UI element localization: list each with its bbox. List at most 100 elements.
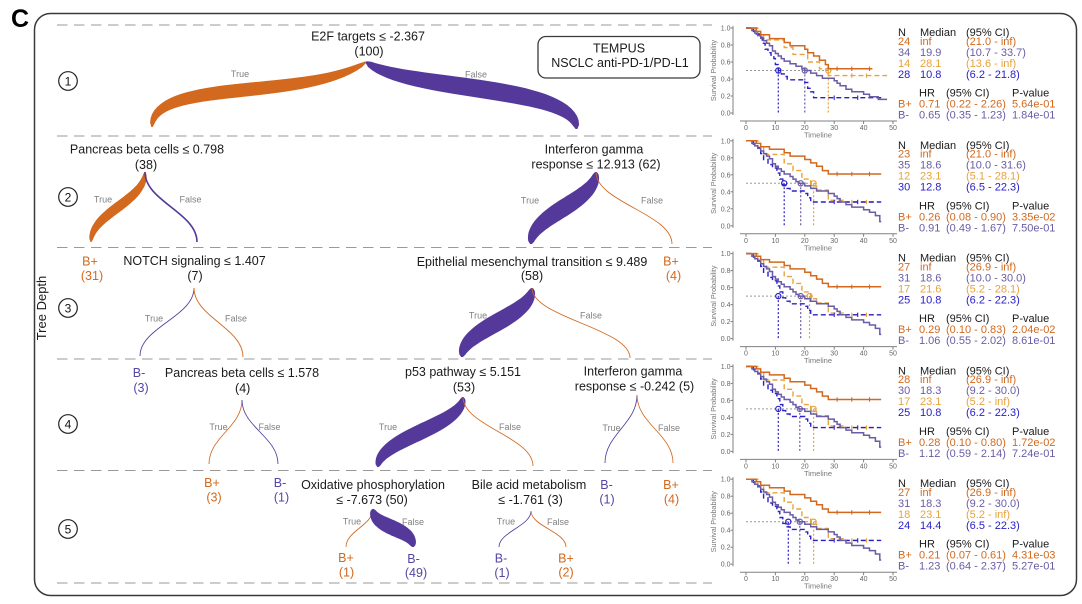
svg-text:0.26: 0.26 bbox=[919, 211, 940, 223]
svg-text:1.0: 1.0 bbox=[721, 251, 731, 258]
svg-text:(0.59 - 2.14): (0.59 - 2.14) bbox=[946, 448, 1006, 460]
svg-text:P-value: P-value bbox=[1012, 539, 1049, 551]
svg-text:B-: B- bbox=[133, 366, 146, 380]
svg-text:False: False bbox=[258, 422, 280, 432]
svg-text:10.8: 10.8 bbox=[920, 294, 941, 306]
svg-text:30: 30 bbox=[830, 463, 838, 470]
svg-text:0.28: 0.28 bbox=[919, 437, 940, 449]
svg-text:0.6: 0.6 bbox=[721, 172, 731, 179]
svg-text:1.0: 1.0 bbox=[721, 477, 731, 484]
svg-text:(95% CI): (95% CI) bbox=[946, 426, 989, 438]
svg-text:Timeline: Timeline bbox=[804, 469, 832, 478]
svg-text:response ≤ 12.913 (62): response ≤ 12.913 (62) bbox=[531, 158, 660, 172]
svg-text:7.24e-01: 7.24e-01 bbox=[1012, 448, 1055, 460]
svg-text:(21.0 - inf): (21.0 - inf) bbox=[966, 36, 1016, 48]
svg-text:Median: Median bbox=[920, 365, 956, 377]
svg-text:(95% CI): (95% CI) bbox=[966, 365, 1009, 377]
svg-text:0.4: 0.4 bbox=[721, 302, 731, 309]
svg-text:12: 12 bbox=[898, 171, 910, 183]
svg-text:P-value: P-value bbox=[1012, 426, 1049, 438]
svg-text:(0.07 - 0.61): (0.07 - 0.61) bbox=[946, 550, 1006, 562]
svg-text:0.4: 0.4 bbox=[721, 189, 731, 196]
svg-text:inf: inf bbox=[920, 487, 933, 499]
svg-text:HR: HR bbox=[919, 426, 935, 438]
svg-text:8.61e-01: 8.61e-01 bbox=[1012, 335, 1055, 347]
svg-text:True: True bbox=[145, 314, 163, 324]
svg-text:HR: HR bbox=[919, 88, 935, 100]
svg-text:(0.49 - 1.67): (0.49 - 1.67) bbox=[946, 222, 1006, 234]
svg-text:B-: B- bbox=[407, 552, 420, 566]
svg-text:(0.10 - 0.80): (0.10 - 0.80) bbox=[946, 437, 1006, 449]
svg-text:True: True bbox=[602, 423, 620, 433]
svg-text:False: False bbox=[465, 70, 487, 80]
svg-text:18.6: 18.6 bbox=[920, 272, 941, 284]
svg-text:N: N bbox=[898, 27, 906, 39]
svg-text:Median: Median bbox=[920, 478, 956, 490]
svg-text:1.84e-01: 1.84e-01 bbox=[1012, 110, 1055, 122]
svg-text:10: 10 bbox=[772, 125, 780, 132]
svg-text:(49): (49) bbox=[405, 566, 427, 580]
svg-text:B+: B+ bbox=[898, 99, 912, 111]
svg-text:0.2: 0.2 bbox=[721, 94, 731, 101]
svg-text:0.21: 0.21 bbox=[919, 550, 940, 562]
svg-text:C: C bbox=[11, 5, 29, 33]
svg-text:20: 20 bbox=[801, 125, 809, 132]
svg-text:4: 4 bbox=[65, 417, 72, 431]
svg-text:21.6: 21.6 bbox=[920, 283, 941, 295]
svg-text:30: 30 bbox=[830, 351, 838, 358]
svg-text:18: 18 bbox=[898, 509, 910, 521]
svg-text:B-: B- bbox=[898, 222, 909, 234]
svg-text:3: 3 bbox=[65, 301, 72, 315]
svg-text:True: True bbox=[469, 311, 487, 321]
svg-text:N: N bbox=[898, 253, 906, 265]
svg-text:N: N bbox=[898, 365, 906, 377]
svg-text:(95% CI): (95% CI) bbox=[946, 539, 989, 551]
svg-text:≤ -7.673 (50): ≤ -7.673 (50) bbox=[336, 493, 407, 507]
svg-text:B-: B- bbox=[898, 110, 909, 122]
svg-text:10: 10 bbox=[772, 576, 780, 583]
svg-text:(0.10 - 0.83): (0.10 - 0.83) bbox=[946, 324, 1006, 336]
svg-text:True: True bbox=[521, 196, 539, 206]
svg-text:(21.0 - inf): (21.0 - inf) bbox=[966, 149, 1016, 161]
svg-text:27: 27 bbox=[898, 487, 910, 499]
svg-text:B-: B- bbox=[495, 552, 508, 566]
svg-text:0.4: 0.4 bbox=[721, 77, 731, 84]
svg-text:Pancreas beta cells ≤ 1.578: Pancreas beta cells ≤ 1.578 bbox=[165, 366, 319, 380]
svg-text:20: 20 bbox=[801, 463, 809, 470]
svg-text:30: 30 bbox=[830, 238, 838, 245]
svg-text:(0.64 - 2.37): (0.64 - 2.37) bbox=[946, 561, 1006, 573]
svg-text:34: 34 bbox=[898, 47, 910, 59]
svg-text:(1): (1) bbox=[274, 491, 289, 505]
svg-text:B-: B- bbox=[274, 476, 287, 490]
svg-text:0: 0 bbox=[744, 125, 748, 132]
svg-text:23.1: 23.1 bbox=[920, 509, 941, 521]
svg-text:(95% CI): (95% CI) bbox=[946, 200, 989, 212]
svg-text:14.4: 14.4 bbox=[920, 520, 941, 532]
svg-text:0.0: 0.0 bbox=[721, 449, 731, 456]
svg-text:10: 10 bbox=[772, 463, 780, 470]
svg-text:40: 40 bbox=[860, 463, 868, 470]
svg-text:30: 30 bbox=[898, 385, 910, 397]
svg-text:14: 14 bbox=[898, 58, 910, 70]
svg-text:response ≤ -0.242 (5): response ≤ -0.242 (5) bbox=[575, 380, 694, 394]
svg-text:True: True bbox=[497, 517, 515, 527]
svg-text:0.71: 0.71 bbox=[919, 99, 940, 111]
svg-text:TEMPUS: TEMPUS bbox=[593, 42, 645, 56]
svg-text:30: 30 bbox=[830, 576, 838, 583]
svg-text:Timeline: Timeline bbox=[804, 582, 832, 591]
svg-text:0.6: 0.6 bbox=[721, 398, 731, 405]
svg-text:5: 5 bbox=[65, 522, 72, 536]
svg-text:28.1: 28.1 bbox=[920, 58, 941, 70]
svg-text:35: 35 bbox=[898, 160, 910, 172]
svg-text:False: False bbox=[225, 314, 247, 324]
svg-text:0.0: 0.0 bbox=[721, 336, 731, 343]
svg-text:40: 40 bbox=[860, 351, 868, 358]
svg-text:Epithelial mesenchymal transit: Epithelial mesenchymal transition ≤ 9.48… bbox=[417, 255, 648, 269]
svg-text:0.2: 0.2 bbox=[721, 432, 731, 439]
svg-text:17: 17 bbox=[898, 283, 910, 295]
svg-text:B+: B+ bbox=[898, 437, 912, 449]
svg-text:(9.2 - 30.0): (9.2 - 30.0) bbox=[966, 498, 1020, 510]
svg-text:inf: inf bbox=[920, 374, 933, 386]
svg-text:0.6: 0.6 bbox=[721, 60, 731, 67]
svg-text:0.4: 0.4 bbox=[721, 415, 731, 422]
